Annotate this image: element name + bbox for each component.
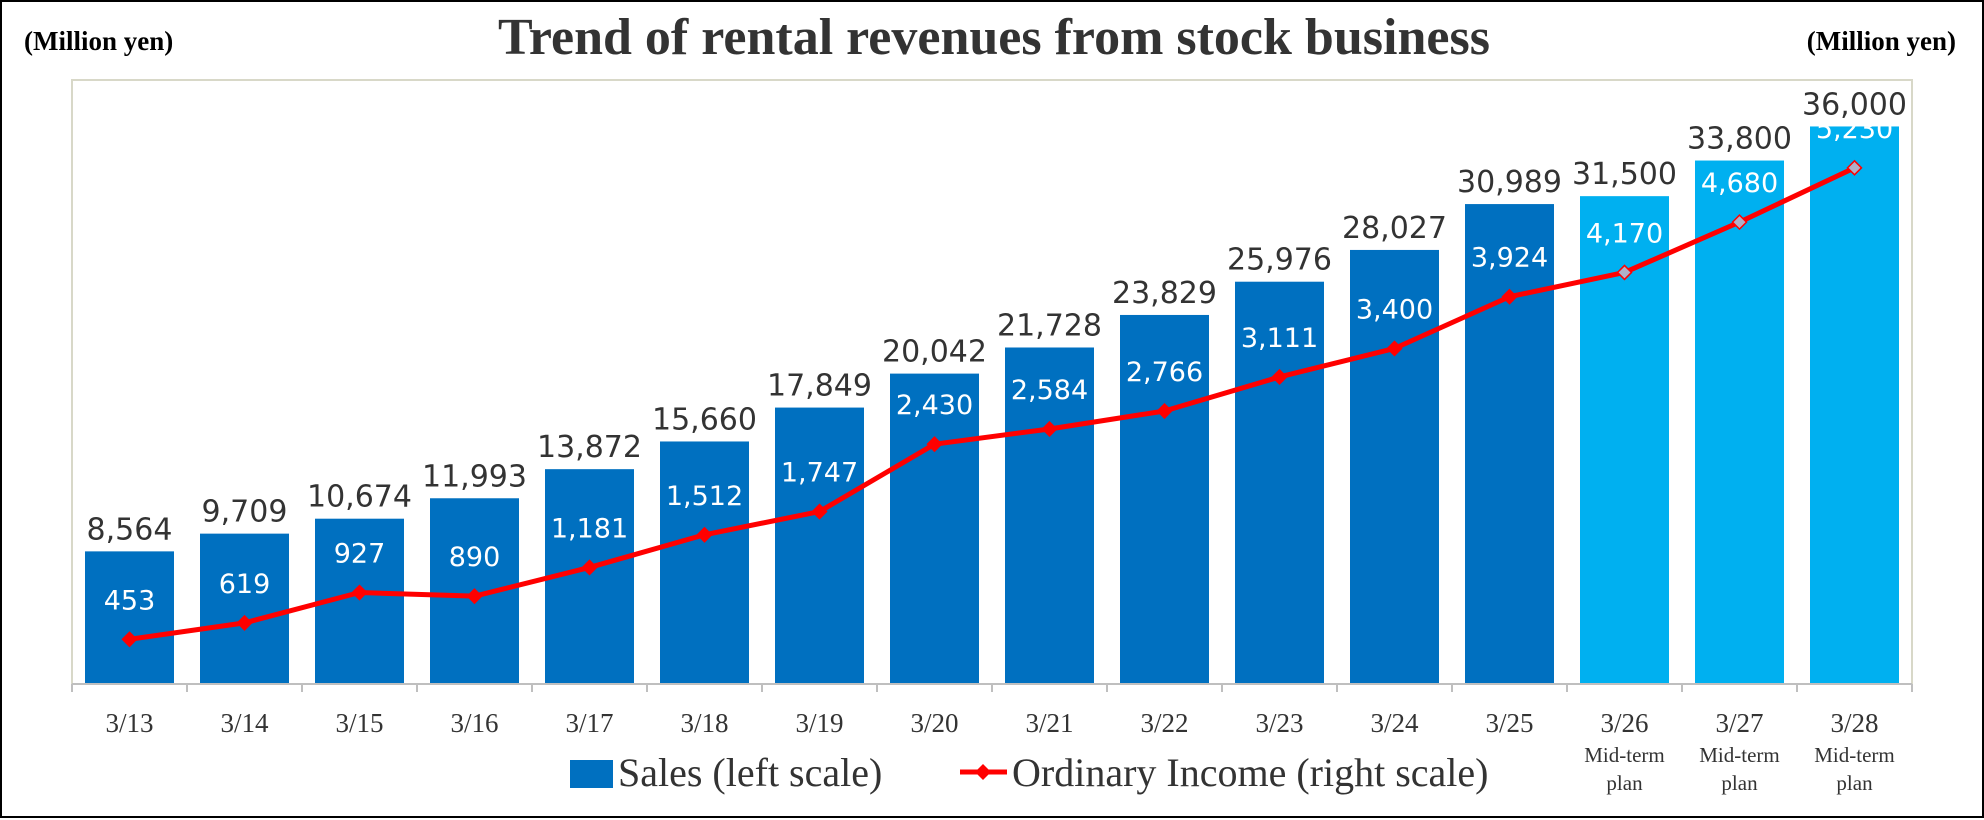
sales-bar <box>200 533 289 684</box>
x-tick-note: Mid-term <box>1814 743 1894 767</box>
ordinary-income-value-label: 4,680 <box>1701 168 1778 199</box>
sales-bar <box>1120 314 1209 684</box>
ordinary-income-marker <box>696 526 713 543</box>
ordinary-income-marker <box>1041 420 1058 438</box>
sales-bar <box>1235 281 1324 684</box>
sales-bar <box>1005 347 1094 684</box>
chart-title: Trend of rental revenues from stock busi… <box>498 9 1490 66</box>
x-tick-label: 3/24 <box>1370 708 1419 738</box>
ordinary-income-marker <box>811 503 828 520</box>
ordinary-income-marker <box>1846 159 1863 176</box>
ordinary-income-value-label: 3,111 <box>1241 323 1318 354</box>
ordinary-income-marker <box>236 614 253 631</box>
ordinary-income-value-label: 453 <box>104 585 156 616</box>
sales-value-label: 30,989 <box>1457 165 1562 200</box>
sales-value-label: 17,849 <box>767 369 872 404</box>
sales-bar <box>1695 160 1784 685</box>
ordinary-income-marker <box>466 588 483 605</box>
ordinary-income-value-label: 927 <box>334 539 386 570</box>
x-tick-label: 3/14 <box>220 708 269 738</box>
ordinary-income-marker <box>1271 368 1288 386</box>
x-tick-label: 3/23 <box>1255 708 1303 738</box>
x-tick-note: Mid-term <box>1584 743 1664 767</box>
sales-bar <box>1350 249 1439 684</box>
sales-value-label: 23,829 <box>1112 276 1217 311</box>
legend-income-swatch-marker <box>975 764 991 780</box>
ordinary-income-marker <box>1616 264 1633 281</box>
sales-value-label: 15,660 <box>652 402 757 437</box>
left-axis-unit: (Million yen) <box>24 26 174 56</box>
ordinary-income-marker <box>351 584 368 601</box>
ordinary-income-value-label: 2,430 <box>896 390 973 421</box>
x-tick-label: 3/26 <box>1600 708 1648 738</box>
sales-value-label: 8,564 <box>87 512 173 547</box>
legend-income-label: Ordinary Income (right scale) <box>1012 750 1488 795</box>
ordinary-income-value-label: 2,766 <box>1126 357 1203 388</box>
sales-value-label: 20,042 <box>882 335 987 370</box>
sales-value-label: 25,976 <box>1227 243 1332 278</box>
x-tick-label: 3/13 <box>105 708 153 738</box>
sales-value-label: 10,674 <box>307 480 412 515</box>
ordinary-income-value-label: 3,924 <box>1471 243 1548 274</box>
x-tick-note: plan <box>1836 771 1873 795</box>
ordinary-income-value-label: 3,400 <box>1356 294 1433 325</box>
ordinary-income-value-label: 4,170 <box>1586 218 1663 249</box>
ordinary-income-value-label: 5,230 <box>1816 114 1893 145</box>
ordinary-income-marker <box>1386 340 1403 357</box>
right-axis-unit: (Million yen) <box>1806 26 1956 56</box>
ordinary-income-marker <box>1501 288 1518 305</box>
ordinary-income-value-label: 1,747 <box>781 458 858 489</box>
x-tick-label: 3/15 <box>335 708 383 738</box>
sales-value-label: 33,800 <box>1687 122 1792 157</box>
x-tick-label: 3/25 <box>1485 708 1533 738</box>
x-tick-label: 3/22 <box>1140 708 1188 738</box>
sales-value-label: 31,500 <box>1572 157 1677 192</box>
sales-value-label: 36,000 <box>1802 87 1907 122</box>
x-tick-label: 3/19 <box>795 708 843 738</box>
x-tick-label: 3/28 <box>1830 708 1878 738</box>
ordinary-income-value-label: 1,181 <box>551 513 628 544</box>
sales-bar <box>660 441 749 684</box>
sales-bar <box>775 407 864 684</box>
x-tick-label: 3/17 <box>565 708 613 738</box>
legend-sales-swatch <box>570 760 613 788</box>
ordinary-income-marker <box>1156 402 1173 420</box>
sales-bar <box>1810 126 1899 684</box>
x-tick-label: 3/27 <box>1715 708 1763 738</box>
sales-bar <box>1465 204 1554 684</box>
sales-value-label: 28,027 <box>1342 211 1447 246</box>
sales-value-label: 13,872 <box>537 430 642 465</box>
ordinary-income-line <box>129 165 1856 642</box>
x-tick-note: plan <box>1606 771 1643 795</box>
ordinary-income-value-label: 2,584 <box>1011 375 1088 406</box>
sales-value-label: 9,709 <box>202 495 288 530</box>
ordinary-income-value-label: 619 <box>219 569 271 600</box>
ordinary-income-marker <box>926 436 943 453</box>
sales-bar <box>890 373 979 684</box>
x-tick-label: 3/21 <box>1025 708 1073 738</box>
ordinary-income-marker <box>1731 214 1748 231</box>
sales-value-label: 11,993 <box>422 459 527 494</box>
x-tick-label: 3/20 <box>910 708 958 738</box>
sales-value-label: 21,728 <box>997 308 1102 343</box>
ordinary-income-value-label: 1,512 <box>666 481 743 512</box>
x-tick-note: Mid-term <box>1699 743 1779 767</box>
x-tick-label: 3/16 <box>450 708 498 738</box>
x-tick-note: plan <box>1721 771 1758 795</box>
ordinary-income-value-label: 890 <box>449 542 501 573</box>
sales-bar <box>85 551 174 684</box>
ordinary-income-marker <box>581 559 598 576</box>
x-tick-label: 3/18 <box>680 708 728 738</box>
ordinary-income-marker <box>121 631 138 648</box>
legend-sales-label: Sales (left scale) <box>618 750 882 795</box>
